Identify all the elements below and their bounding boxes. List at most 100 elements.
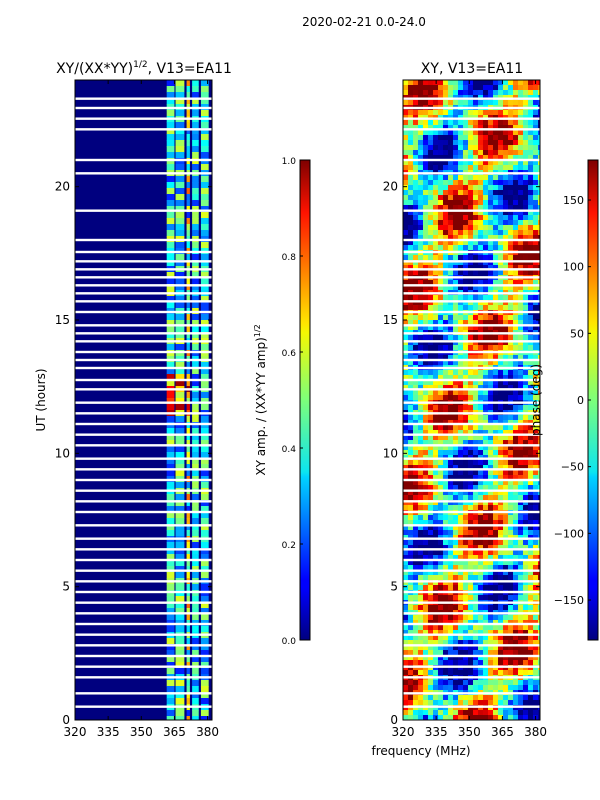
phase-cell [448, 160, 454, 166]
phase-cell [418, 120, 424, 126]
amplitude-gap-row [75, 422, 212, 426]
phase-cell [473, 505, 479, 511]
amplitude-gap-row [75, 106, 212, 110]
phase-cell [493, 185, 499, 191]
phase-cell [418, 525, 424, 531]
amplitude-cell [186, 716, 190, 720]
phase-cell [433, 195, 439, 201]
phase-cell [428, 515, 434, 521]
amplitude-cell [192, 566, 199, 573]
amplitude-cell [192, 260, 199, 267]
phase-cell [478, 530, 484, 536]
amplitude-gap-row [75, 500, 212, 503]
phase-cell [458, 320, 464, 326]
phase-cell [408, 110, 414, 116]
phase-cell [418, 715, 424, 720]
phase-cell [473, 605, 479, 611]
phase-cell [403, 220, 409, 226]
phase-cell [448, 345, 454, 351]
phase-cell [488, 235, 494, 241]
phase-cell [498, 240, 504, 246]
phase-cell [418, 655, 424, 661]
phase-cell [468, 185, 474, 191]
phase-cell [513, 225, 519, 231]
amplitude-cell [200, 596, 209, 603]
amplitude-cell [166, 530, 175, 537]
phase-cell [403, 620, 409, 626]
amplitude-cell [186, 362, 190, 369]
phase-cell [448, 670, 454, 676]
amplitude-gap-row [75, 590, 212, 594]
phase-cell [418, 165, 424, 171]
phase-cell [438, 505, 444, 511]
amplitude-cell [200, 284, 209, 291]
phase-cell [433, 515, 439, 521]
phase-cell [493, 580, 499, 586]
phase-cell [463, 580, 469, 586]
amplitude-cell [200, 428, 209, 435]
phase-cell [513, 635, 519, 641]
phase-cell [428, 185, 434, 191]
amplitude-y-tick-label: 10 [55, 446, 70, 460]
phase-cell [418, 695, 424, 701]
phase-cell [443, 370, 449, 376]
phase-cell [443, 140, 449, 146]
phase-cell [473, 480, 479, 486]
phase-cell [493, 470, 499, 476]
phase-cell [518, 520, 524, 526]
phase-cell [433, 625, 439, 631]
phase-cell [448, 200, 454, 206]
amplitude-cell [166, 260, 175, 267]
phase-cell [528, 460, 534, 466]
phase-gap-row [403, 238, 540, 242]
phase-cell [408, 645, 414, 651]
phase-cell [508, 515, 514, 521]
amplitude-cell [166, 326, 175, 333]
phase-cell [408, 595, 414, 601]
phase-cell [423, 270, 429, 276]
phase-cell [488, 530, 494, 536]
phase-cell [493, 555, 499, 561]
phase-cell [438, 420, 444, 426]
phase-cell [473, 460, 479, 466]
phase-cell [523, 375, 529, 381]
phase-cell [508, 615, 514, 621]
phase-cell [463, 165, 469, 171]
phase-cell [478, 175, 484, 181]
phase-cell [428, 625, 434, 631]
phase-cell [488, 325, 494, 331]
phase-cell [508, 160, 514, 166]
phase-cell [453, 270, 459, 276]
phase-cell [453, 260, 459, 266]
phase-cell [463, 135, 469, 141]
amplitude-cell [192, 368, 199, 375]
phase-cell [438, 255, 444, 261]
phase-gap-row [403, 209, 540, 212]
phase-cell [403, 175, 409, 181]
phase-cell [423, 655, 429, 661]
amplitude-cell [186, 554, 190, 561]
phase-cell [503, 225, 509, 231]
phase-cell [473, 325, 479, 331]
phase-cell [513, 580, 519, 586]
phase-cell [443, 520, 449, 526]
phase-cell [518, 340, 524, 346]
phase-cell [508, 85, 514, 91]
phase-cell [493, 150, 499, 156]
phase-cell [403, 340, 409, 346]
phase-cell [483, 695, 489, 701]
phase-cell [453, 340, 459, 346]
phase-cell [468, 190, 474, 196]
phase-cell [538, 270, 540, 276]
phase-cell [453, 680, 459, 686]
phase-cell [418, 345, 424, 351]
phase-y-tick-label: 20 [383, 180, 398, 194]
phase-gap-row [403, 128, 540, 131]
phase-cell [428, 450, 434, 456]
phase-cell [513, 345, 519, 351]
phase-cell [513, 305, 519, 311]
phase-cell [503, 595, 509, 601]
phase-cell [478, 200, 484, 206]
phase-cell [458, 210, 464, 216]
